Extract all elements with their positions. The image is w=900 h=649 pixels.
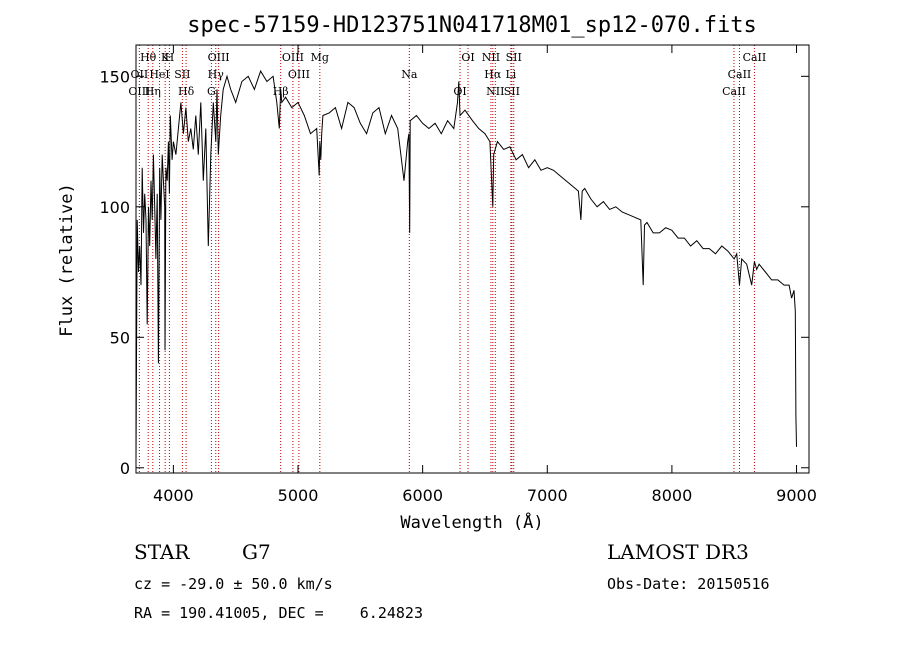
x-tick-label: 6000 (402, 486, 443, 505)
obs-date: Obs-Date: 20150516 (607, 575, 770, 593)
spectral-line-label: Na (401, 68, 418, 81)
x-axis-label: Wavelength (Å) (400, 511, 543, 533)
spectral-line-label: OII (131, 68, 149, 81)
redshift-info: cz = -29.0 ± 50.0 km/s (134, 575, 333, 593)
spectral-line-label: Li (505, 68, 516, 81)
spectral-line-label: SII (506, 51, 522, 64)
spectrum-line (135, 69, 797, 461)
x-axis-ticks: 4000 5000 6000 7000 8000 9000 (153, 45, 817, 505)
x-tick-label: 9000 (776, 486, 817, 505)
spectral-line-label: OIII (208, 51, 230, 64)
spectral-line-label: Mg (311, 51, 329, 64)
spectral-line-label: SII (174, 68, 190, 81)
spectral-line-label: OIII (288, 68, 310, 81)
x-tick-label: 7000 (527, 486, 568, 505)
spectral-line-label: CaII (743, 51, 767, 64)
spectral-line-label: Hγ (208, 68, 225, 81)
y-tick-label: 0 (120, 459, 130, 478)
x-tick-label: 4000 (153, 486, 194, 505)
spectral-line-label: Hδ (178, 85, 195, 98)
coordinates: RA = 190.41005, DEC = 6.24823 (134, 604, 423, 622)
spectral-line-labels: HθOIIOIIIKHeIHηHSIIHδOIIIHγGOIIIOIIIHβMg… (128, 51, 766, 98)
spectral-line-label: HeI (149, 68, 169, 81)
y-axis-ticks: 0 50 100 150 (99, 67, 809, 478)
spectral-line-label: SII (504, 85, 520, 98)
chart-title: spec-57159-HD123751N041718M01_sp12-070.f… (187, 13, 757, 38)
y-tick-label: 150 (99, 67, 130, 86)
y-tick-label: 100 (99, 198, 130, 217)
spectral-line-label: OIII (128, 85, 150, 98)
spectral-line-markers (138, 45, 755, 473)
spectral-line-label: CaII (728, 68, 752, 81)
spectral-line-label: CaII (722, 85, 746, 98)
subclass: G7 (242, 540, 271, 564)
spectral-line-label: OI (453, 85, 466, 98)
spectral-line-label: NII (482, 51, 500, 64)
spectral-line-label: H (165, 51, 175, 64)
spectral-line-label: OIII (282, 51, 304, 64)
plot-frame (135, 44, 810, 474)
spectral-line-label: OI (461, 51, 474, 64)
survey-name: LAMOST DR3 (607, 540, 749, 564)
spectral-line-label: Hη (145, 85, 161, 98)
object-class: STAR (134, 540, 190, 564)
spectral-line-label: K (161, 51, 170, 64)
x-tick-label: 5000 (278, 486, 319, 505)
x-tick-label: 8000 (652, 486, 693, 505)
y-axis-label: Flux (relative) (57, 183, 77, 337)
y-tick-label: 50 (110, 328, 130, 347)
spectral-line-label: Hθ (140, 51, 157, 64)
spectral-line-label: G (207, 85, 216, 98)
spectral-line-label: NII (486, 85, 504, 98)
spectral-line-label: Hα (484, 68, 502, 81)
